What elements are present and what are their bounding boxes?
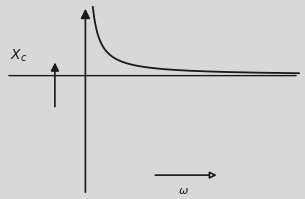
Text: $\omega$: $\omega$ (178, 186, 188, 196)
Text: $X_c$: $X_c$ (10, 48, 27, 64)
